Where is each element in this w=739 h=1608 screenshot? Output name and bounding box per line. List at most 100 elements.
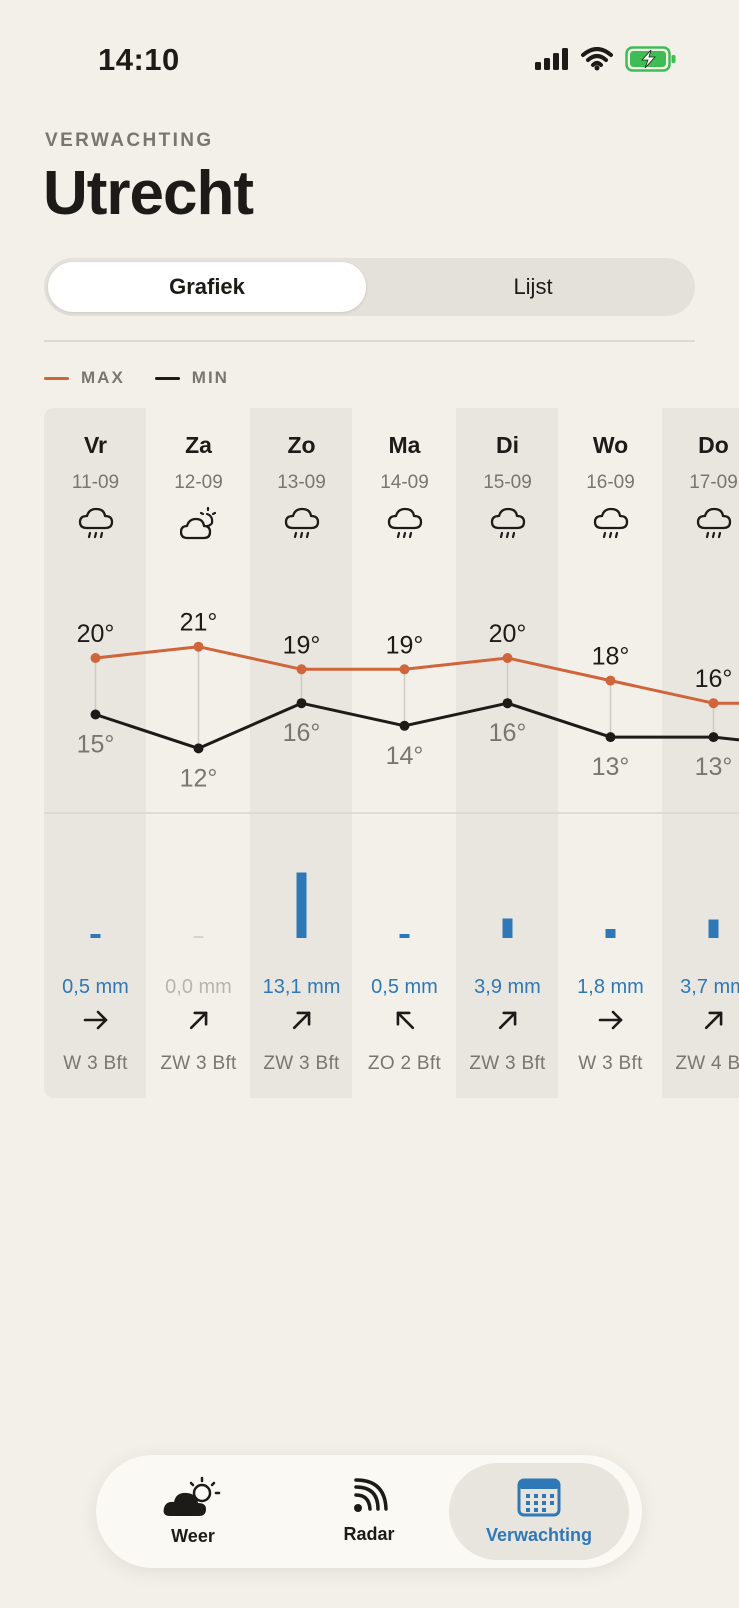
min-temp-line [95, 701, 739, 750]
min-temp-label: 16° [283, 719, 321, 747]
forecast-chart[interactable]: 20° 15° 21° 12° 19° 16° 19° 14° 20° 16° 18° 13° 16° 1… [44, 408, 739, 1098]
day-name: Wo [592, 432, 629, 458]
wind-arrow-icon [498, 1011, 516, 1030]
tab-radar[interactable]: Radar [279, 1463, 459, 1560]
day-column-bg [456, 408, 558, 1098]
day-date: 16-09 [586, 472, 635, 493]
rain-cloud-icon [593, 507, 628, 539]
tab-weer-label: Weer [171, 1526, 215, 1546]
wind-arrow-wrap [250, 1005, 353, 1035]
precip-label: 0,0 mm [165, 976, 232, 998]
rain-cloud-icon [387, 507, 422, 539]
min-temp-point [193, 743, 204, 754]
tab-verwachting[interactable]: Verwachting [449, 1463, 629, 1560]
max-temp-point [90, 653, 101, 663]
status-bar: 14:10 [0, 0, 739, 120]
min-temp-point [296, 698, 307, 709]
day-icon-wrap [456, 507, 559, 541]
day-icon-wrap [250, 507, 353, 541]
day-name: Vr [83, 432, 108, 458]
min-temp-label: 16° [489, 719, 527, 747]
legend-min-label: MIN [191, 368, 229, 387]
day-column-bg [662, 408, 739, 1098]
toggle-lijst[interactable]: Lijst [513, 274, 553, 299]
max-temp-point [399, 664, 410, 675]
min-temp-point [90, 709, 101, 720]
view-toggle: Grafiek Lijst [44, 258, 695, 316]
tab-bar: Weer Radar Verwachting [96, 1455, 642, 1568]
precip-bar [708, 919, 719, 938]
wind-label: ZO 2 Bft [367, 1053, 442, 1074]
day-name: Ma [388, 432, 421, 458]
wifi-icon [581, 47, 613, 71]
radar-icon [354, 1478, 388, 1512]
min-temp-point [399, 720, 410, 731]
precip-bar [296, 872, 307, 938]
calendar-icon [517, 1478, 561, 1517]
rain-cloud-icon [696, 507, 731, 539]
rain-cloud-icon [78, 507, 113, 539]
tab-weer[interactable]: Weer [103, 1463, 283, 1560]
divider [44, 340, 695, 342]
wind-arrow-icon [189, 1011, 207, 1030]
chart-legend: MAX MIN [44, 368, 229, 388]
max-temp-label: 16° [695, 665, 733, 693]
wind-arrow-icon [704, 1011, 722, 1030]
day-name: Za [185, 432, 212, 458]
day-date: 17-09 [689, 472, 738, 493]
battery-charging-icon [625, 46, 676, 72]
legend-min-swatch [154, 376, 180, 380]
weather-icon [163, 1476, 221, 1516]
tab-radar-label: Radar [343, 1524, 395, 1544]
legend-min: MIN [154, 368, 229, 388]
wind-arrow-icon [83, 1010, 107, 1030]
wind-arrow-wrap [456, 1005, 559, 1035]
tab-verwachting-label: Verwachting [485, 1525, 593, 1545]
rain-cloud-icon [490, 507, 525, 539]
wind-arrow-wrap [147, 1005, 250, 1035]
max-temp-point [708, 698, 719, 709]
day-date: 13-09 [277, 472, 326, 493]
precip-label: 3,9 mm [474, 976, 541, 998]
day-icon-wrap [147, 507, 250, 541]
wind-label: W 3 Bft [578, 1053, 643, 1074]
max-temp-label: 20° [77, 620, 115, 648]
day-name: Do [698, 432, 729, 458]
day-date: 15-09 [483, 472, 532, 493]
precip-bar [90, 934, 101, 938]
max-temp-label: 19° [283, 631, 321, 659]
day-icon-wrap [662, 507, 739, 541]
max-temp-label: 20° [489, 620, 527, 648]
min-temp-label: 12° [180, 764, 218, 792]
day-name: Di [496, 432, 519, 458]
min-temp-point [708, 732, 719, 743]
wind-label: ZW 3 Bft [160, 1053, 237, 1074]
precip-bar [399, 934, 410, 938]
partly-cloudy-icon [179, 507, 216, 540]
max-temp-point [502, 653, 513, 663]
min-temp-label: 14° [386, 742, 424, 770]
wind-label: ZW 3 Bft [263, 1053, 340, 1074]
min-temp-point [502, 698, 513, 709]
precip-label: 1,8 mm [577, 976, 644, 998]
max-temp-point [193, 641, 204, 652]
legend-max-swatch [44, 376, 69, 380]
wind-arrow-wrap [662, 1005, 739, 1035]
wind-label: ZW 4 Bft [675, 1053, 739, 1074]
wind-arrow-icon [292, 1011, 310, 1030]
rain-cloud-icon [284, 507, 319, 539]
min-temp-label: 13° [695, 753, 733, 781]
precip-bar [502, 918, 513, 938]
max-temp-point [605, 675, 616, 686]
day-icon-wrap [353, 507, 456, 541]
day-icon-wrap [44, 507, 147, 541]
precip-label: 0,5 mm [371, 976, 438, 998]
wind-arrow-wrap [353, 1005, 456, 1035]
precip-label: 13,1 mm [262, 976, 341, 998]
signal-icon [535, 48, 568, 70]
max-temp-line [95, 645, 739, 705]
precip-label: 3,7 mm [680, 976, 739, 998]
wind-arrow-icon [598, 1010, 622, 1030]
toggle-grafiek[interactable]: Grafiek [48, 262, 366, 312]
precip-bar [605, 929, 616, 938]
